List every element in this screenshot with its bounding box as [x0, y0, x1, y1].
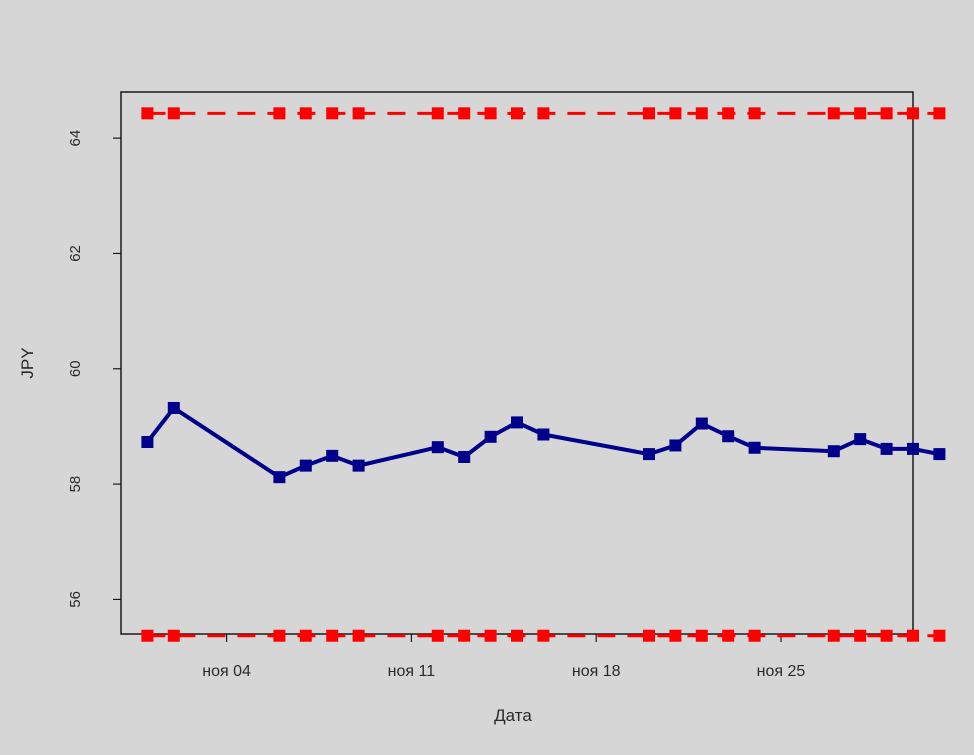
bound-point [722, 107, 735, 120]
bound-point [669, 107, 682, 120]
x-axis: ноя 04 ноя 11 ноя 18 ноя 25 [202, 634, 805, 680]
price-line [145, 405, 940, 480]
bound-point [854, 107, 867, 120]
bound-point [748, 107, 761, 120]
bound-point [299, 107, 312, 120]
x-tick-label: ноя 04 [202, 663, 251, 680]
price-point [484, 430, 497, 443]
bound-point [880, 629, 893, 642]
price-point [669, 439, 682, 452]
y-tick-label: 58 [67, 476, 84, 493]
bound-point [299, 629, 312, 642]
bound-point [907, 107, 919, 120]
y-tick-label: 60 [67, 360, 84, 377]
bound-point [643, 107, 655, 120]
price-point [511, 416, 523, 429]
price-point [167, 401, 180, 414]
price-point [907, 442, 919, 455]
bound-point [431, 107, 444, 120]
x-axis-title: Дата [494, 706, 532, 725]
price-point [748, 441, 761, 454]
price-series [141, 401, 946, 484]
bound-point [484, 629, 497, 642]
price-point [695, 417, 708, 430]
y-tick-label: 62 [67, 245, 84, 262]
plot-frame [120, 91, 914, 635]
bound-series [141, 629, 946, 642]
bound-point [643, 629, 655, 642]
bound-point [431, 629, 444, 642]
bound-point [352, 629, 365, 642]
bound-point [854, 629, 867, 642]
y-axis: 56 58 60 62 64 [67, 130, 121, 608]
bound-point [722, 629, 735, 642]
bound-point [933, 107, 946, 120]
price-point [299, 459, 312, 472]
bound-point [484, 107, 497, 120]
x-tick-label: ноя 11 [388, 663, 436, 680]
bound-point [537, 107, 550, 120]
bound-point [695, 629, 708, 642]
price-point [722, 430, 735, 443]
bound-point [273, 629, 286, 642]
bound-point [669, 629, 682, 642]
bound-point [933, 629, 946, 642]
price-point [933, 448, 946, 461]
y-axis-title: JPY [18, 347, 37, 378]
bound-point [326, 629, 339, 642]
bound-point [827, 629, 840, 642]
bound-point [141, 107, 154, 120]
bound-point [326, 107, 339, 120]
price-point [326, 449, 339, 462]
bound-point [511, 107, 523, 120]
bound-point [748, 629, 761, 642]
bound-point [352, 107, 365, 120]
price-point [273, 471, 286, 484]
bound-point [695, 107, 708, 120]
bound-point [511, 629, 523, 642]
bound-point [458, 107, 471, 120]
bound-point [880, 107, 893, 120]
bound-point [537, 629, 550, 642]
price-point [854, 433, 867, 446]
price-point [141, 435, 154, 448]
bound-point [167, 107, 180, 120]
y-tick-label: 64 [67, 130, 84, 147]
price-point [643, 448, 655, 461]
price-point [537, 428, 550, 441]
bound-point [141, 629, 154, 642]
bound-point [458, 629, 471, 642]
price-point [458, 450, 471, 463]
x-tick-label: ноя 18 [572, 663, 621, 680]
bound-point [827, 107, 840, 120]
price-point [352, 459, 365, 472]
bound-point [273, 107, 286, 120]
bound-series [141, 107, 946, 120]
series-layer [141, 107, 946, 642]
bound-point [167, 629, 180, 642]
y-tick-label: 56 [67, 591, 84, 608]
price-point [431, 441, 444, 454]
price-point [827, 445, 840, 458]
x-tick-label: ноя 25 [757, 663, 806, 680]
price-point [880, 442, 893, 455]
bound-point [907, 629, 919, 642]
